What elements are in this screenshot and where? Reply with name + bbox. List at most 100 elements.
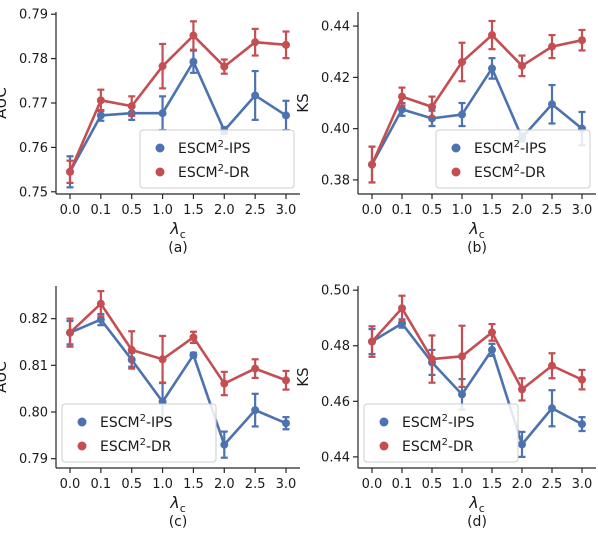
data-point [488,345,496,354]
legend-label: ESCM2-DR [402,437,474,455]
subplot-c: 0.79 0.80 0.81 0.82 0.0 0.1 0.5 1.0 1.5 2.0 2.5 3.0… [0,286,300,530]
x-tick-label: 2.0 [512,203,533,218]
series-line [68,60,287,173]
x-tick-label: 3.0 [276,203,297,218]
y-tick-label: 0.79 [19,452,48,467]
y-tick-label: 0.79 [19,8,48,23]
data-point [578,375,586,384]
legend-label: ESCM2-IPS [178,139,251,157]
subplot-caption: (d) [467,514,487,530]
legend-marker [379,441,389,451]
data-point [66,328,74,337]
data-point [282,376,290,385]
subplot-b: 0.38 0.40 0.42 0.44 0.0 0.1 0.5 1.0 1.5 2.0 2.5 3.0… [294,12,596,256]
y-tick-label: 0.44 [321,20,350,35]
series-dr [368,19,586,184]
data-point [220,62,229,71]
y-tick-label: 0.42 [321,71,350,86]
data-point [398,304,406,313]
y-tick-label: 0.48 [321,339,350,354]
x-tick-label: 2.5 [542,477,563,492]
series-line [69,302,287,385]
data-point [251,38,260,47]
data-point [428,102,436,111]
legend-box [139,129,295,189]
y-tick-label: 0.76 [19,141,48,156]
x-tick-label: 1.5 [183,203,204,218]
legend-label: ESCM2-DR [474,163,546,181]
x-tick-label: 0.5 [121,203,142,218]
x-tick-label: 1.5 [183,477,204,492]
y-tick-label: 0.81 [19,359,48,374]
y-axis-label: KS [294,93,312,112]
data-point [158,109,167,118]
data-point [251,406,260,415]
y-tick-label: 0.77 [19,97,48,112]
legend: ESCM2-IPS ESCM2-DR [435,129,591,189]
data-point [127,102,136,111]
y-axis-label: KS [294,367,312,386]
y-tick-label: 0.78 [19,52,48,67]
data-point [488,64,496,73]
data-point [220,440,229,449]
x-tick-label: 0.5 [422,477,443,492]
legend: ESCM2-IPS ESCM2-DR [61,403,217,463]
x-tick-label: 3.0 [572,477,593,492]
series-ips [66,49,290,189]
data-point [282,40,290,49]
y-tick-label: 0.40 [321,122,350,137]
data-point [578,36,586,45]
legend-box [435,129,591,189]
data-point [158,62,167,71]
series-dr [368,294,586,402]
data-point [189,351,198,360]
legend-marker [451,167,461,177]
data-point [428,355,436,364]
data-point [458,352,466,361]
x-tick-label: 0.5 [121,477,142,492]
data-point [127,345,136,354]
x-tick-label: 0.0 [60,477,81,492]
x-tick-label: 0.1 [392,203,413,218]
series-ips [368,318,586,458]
y-axis-label: AUC [0,361,10,393]
x-tick-label: 1.5 [482,203,503,218]
legend: ESCM2-IPS ESCM2-DR [363,403,519,463]
x-tick-label: 0.0 [362,477,383,492]
series-line [69,318,287,446]
legend-label: ESCM2-DR [178,163,250,181]
data-point [488,328,496,337]
legend-marker [155,167,165,177]
x-tick-label: 0.1 [91,477,112,492]
x-tick-label: 1.0 [452,203,473,218]
data-point [548,100,556,109]
subplot-caption: (a) [168,240,188,256]
legend-marker [155,143,165,153]
data-point [282,419,290,428]
data-point [458,390,466,399]
legend-marker [379,417,389,427]
data-point [488,31,496,40]
data-point [189,57,198,66]
series-line [371,322,583,446]
data-point [458,110,466,119]
data-point [96,96,105,105]
data-point [548,361,556,370]
y-tick-label: 0.75 [19,185,48,200]
subplot-d: 0.44 0.46 0.48 0.50 0.0 0.1 0.5 1.0 1.5 2.0 2.5 3.0… [294,284,596,530]
data-point [518,440,526,449]
x-axis-label: λc [468,493,485,515]
y-axis-label: AUC [0,87,10,119]
x-tick-label: 2.0 [214,203,235,218]
x-tick-label: 1.5 [482,477,503,492]
data-point [398,105,406,114]
data-point [368,160,376,169]
x-tick-label: 1.0 [152,203,173,218]
y-tick-label: 0.82 [19,312,48,327]
data-point [548,42,556,51]
data-point [189,333,198,342]
x-tick-label: 1.0 [152,477,173,492]
data-point [251,364,260,373]
y-tick-label: 0.38 [321,173,350,188]
series-line [371,306,583,391]
